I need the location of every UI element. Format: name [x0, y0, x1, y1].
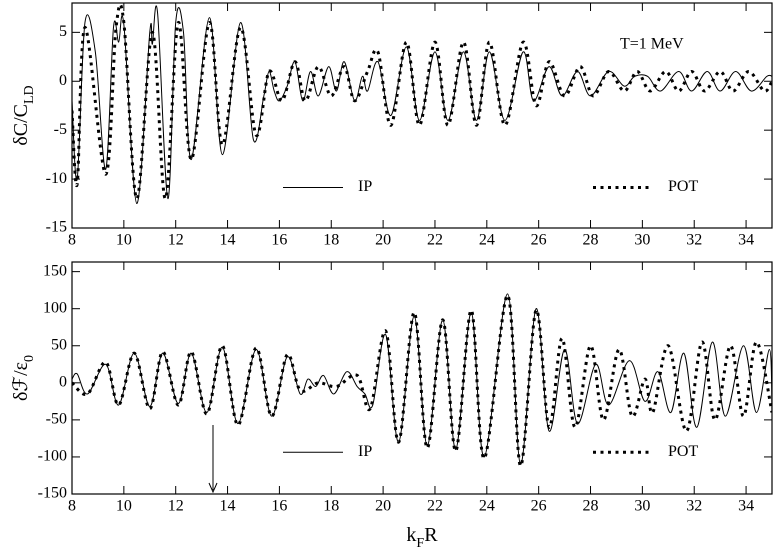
y-tick-label: 0 [59, 373, 67, 390]
x-tick-label: 8 [68, 498, 76, 515]
x-tick-label: 34 [738, 232, 754, 249]
series-line [72, 293, 772, 465]
x-axis-label-part: k [406, 524, 416, 546]
annotation: T=1 MeV [620, 36, 684, 53]
arrow-head [208, 482, 218, 494]
y-tick-label: 100 [43, 299, 67, 316]
y-axis-label-part: 0 [22, 355, 37, 362]
x-tick-label: 10 [116, 232, 132, 249]
y-tick-label: 150 [43, 262, 67, 279]
y-axis-label: δℱ/ε0 [10, 355, 37, 401]
x-tick-label: 32 [686, 498, 702, 515]
x-tick-label: 28 [583, 232, 599, 249]
series-line [72, 293, 772, 468]
x-tick-label: 20 [375, 232, 391, 249]
y-tick-label: -15 [46, 219, 67, 236]
x-tick-label: 22 [427, 498, 443, 515]
y-tick-label: -5 [54, 121, 67, 138]
x-tick-label: 34 [738, 498, 754, 515]
x-tick-label: 20 [375, 498, 391, 515]
y-tick-label: 0 [59, 72, 67, 89]
y-tick-label: -50 [46, 411, 67, 428]
legend-label: IP [358, 443, 372, 460]
y-axis-label-part: δℱ/ε [10, 362, 32, 401]
x-tick-label: 18 [323, 498, 339, 515]
x-tick-label: 28 [583, 498, 599, 515]
x-tick-label: 16 [271, 498, 287, 515]
x-axis-label-part: F [416, 536, 424, 549]
legend-label: POT [668, 178, 698, 195]
x-tick-label: 32 [686, 232, 702, 249]
y-axis-label-part: δC/C [10, 104, 32, 146]
y-axis-label: δC/CLD [10, 85, 37, 145]
x-tick-label: 10 [116, 498, 132, 515]
x-tick-label: 30 [634, 232, 650, 249]
y-tick-label: 50 [51, 336, 67, 353]
y-tick-label: -10 [46, 170, 67, 187]
x-tick-label: 26 [531, 498, 547, 515]
x-tick-label: 18 [323, 232, 339, 249]
x-tick-label: 14 [220, 498, 236, 515]
x-tick-label: 16 [271, 232, 287, 249]
y-tick-label: -150 [38, 485, 67, 502]
legend-label: POT [668, 443, 698, 460]
x-tick-label: 26 [531, 232, 547, 249]
x-tick-label: 8 [68, 232, 76, 249]
x-tick-label: 30 [634, 498, 650, 515]
x-tick-label: 12 [168, 232, 184, 249]
x-axis-label-part: R [424, 524, 438, 546]
x-tick-label: 24 [479, 498, 495, 515]
series-line [72, 3, 772, 201]
y-tick-label: -100 [38, 448, 67, 465]
x-tick-label: 24 [479, 232, 495, 249]
legend-label: IP [358, 178, 372, 195]
x-tick-label: 12 [168, 498, 184, 515]
y-axis-label-part: LD [22, 85, 37, 104]
x-tick-label: 14 [220, 232, 236, 249]
plot-frame [71, 261, 773, 495]
plot-frame [71, 2, 773, 229]
x-axis-label: kFR [406, 524, 438, 549]
y-tick-label: 5 [59, 23, 67, 40]
x-tick-label: 22 [427, 232, 443, 249]
